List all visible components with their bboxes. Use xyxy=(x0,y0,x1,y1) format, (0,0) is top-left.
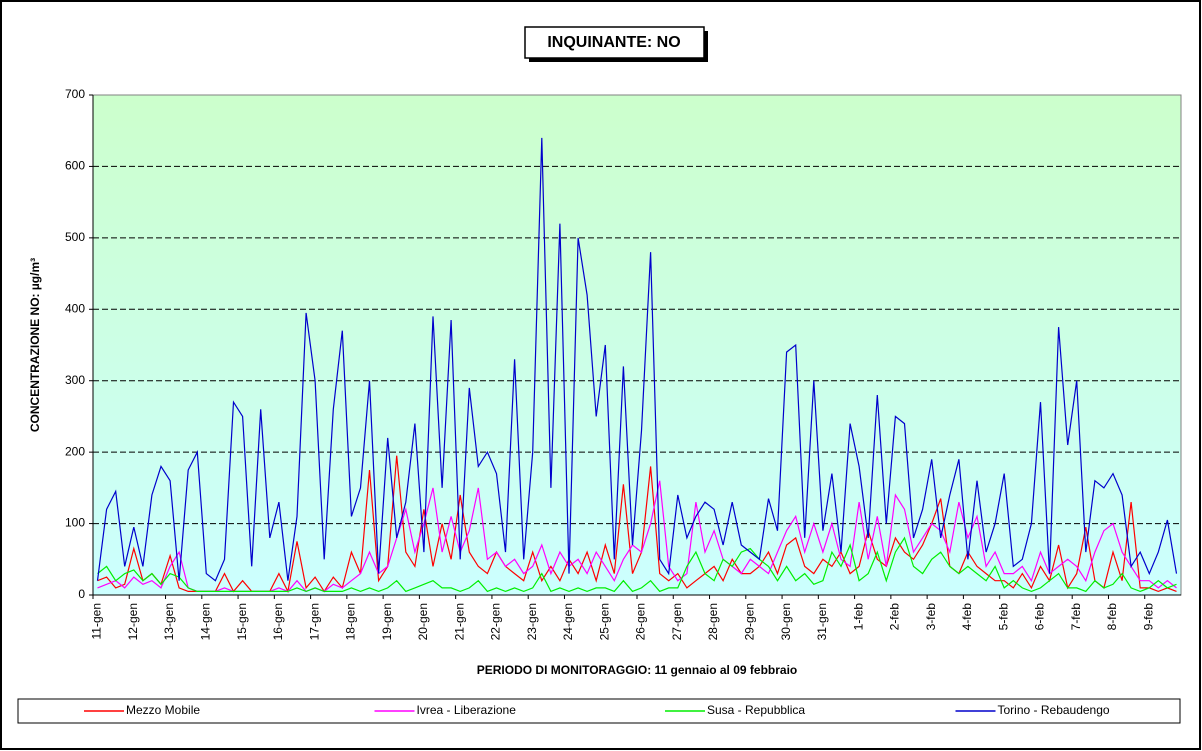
series-line xyxy=(97,480,1177,593)
x-tick-label: 14-gen xyxy=(199,603,213,640)
x-tick-label: 6-feb xyxy=(1033,603,1047,631)
x-tick-label: 29-gen xyxy=(743,603,757,640)
x-tick-label: 17-gen xyxy=(307,603,321,640)
x-tick-label: 24-gen xyxy=(561,603,575,640)
x-tick-label: 11-gen xyxy=(90,603,104,639)
x-axis-label: PERIODO DI MONITORAGGIO: 11 gennaio al 0… xyxy=(477,663,798,677)
x-tick-label: 1-feb xyxy=(851,603,865,631)
x-tick-label: 13-gen xyxy=(162,603,176,640)
y-tick-label: 500 xyxy=(65,230,85,244)
x-tick-label: 30-gen xyxy=(779,603,793,640)
x-tick-label: 3-feb xyxy=(924,603,938,631)
plot-area xyxy=(92,94,1182,596)
series-line xyxy=(97,536,1177,593)
y-tick-label: 100 xyxy=(65,516,85,530)
legend-label: Mezzo Mobile xyxy=(126,703,200,717)
x-tick-label: 19-gen xyxy=(380,603,394,640)
y-tick-label: 700 xyxy=(65,87,85,101)
y-axis-label: CONCENTRAZIONE NO: µg/m³ xyxy=(28,258,42,432)
title-box xyxy=(524,26,705,59)
x-tick-label: 26-gen xyxy=(634,603,648,640)
legend-label: Susa - Repubblica xyxy=(707,703,805,717)
y-tick-label: 200 xyxy=(65,444,85,458)
series-line xyxy=(96,137,1178,582)
x-tick-label: 28-gen xyxy=(706,603,720,640)
x-tick-label: 4-feb xyxy=(960,603,974,631)
y-tick-label: 300 xyxy=(65,373,85,387)
x-tick-label: 15-gen xyxy=(235,603,249,640)
x-tick-label: 8-feb xyxy=(1105,603,1119,631)
x-tick-label: 5-feb xyxy=(996,603,1010,631)
x-tick-label: 18-gen xyxy=(344,603,358,640)
series-line xyxy=(97,455,1177,594)
x-tick-label: 27-gen xyxy=(670,603,684,640)
x-tick-label: 16-gen xyxy=(271,603,285,640)
x-tick-label: 2-feb xyxy=(888,603,902,631)
legend-label: Torino - Rebaudengo xyxy=(998,703,1110,717)
y-tick-label: 0 xyxy=(78,587,85,601)
x-tick-label: 23-gen xyxy=(525,603,539,640)
x-tick-label: 12-gen xyxy=(126,603,140,640)
x-tick-label: 20-gen xyxy=(416,603,430,640)
x-tick-label: 31-gen xyxy=(815,603,829,640)
x-tick-label: 21-gen xyxy=(452,603,466,640)
y-tick-label: 600 xyxy=(65,159,85,173)
x-tick-label: 9-feb xyxy=(1141,603,1155,631)
y-tick-label: 400 xyxy=(65,301,85,315)
x-tick-label: 22-gen xyxy=(489,603,503,640)
legend-label: Ivrea - Liberazione xyxy=(417,703,517,717)
x-tick-label: 25-gen xyxy=(597,603,611,640)
chart-title: INQUINANTE: NO xyxy=(547,34,680,51)
x-tick-label: 7-feb xyxy=(1069,603,1083,631)
